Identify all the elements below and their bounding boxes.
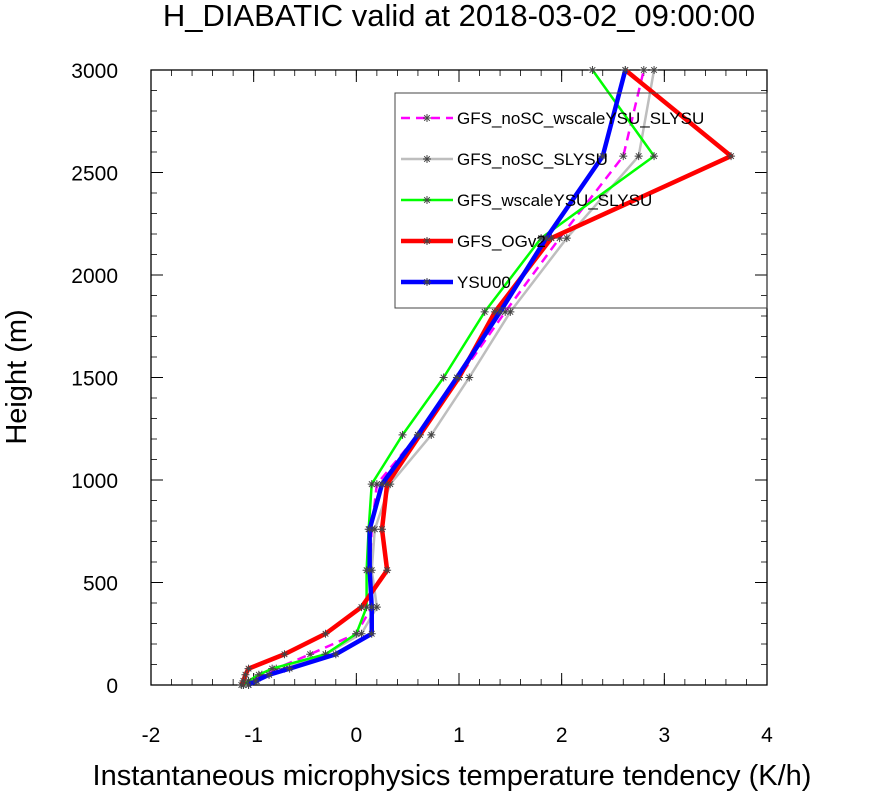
series-marker — [452, 373, 461, 382]
legend-label: GFS_noSC_wscaleYSU_SLYSU — [457, 109, 704, 128]
series-marker — [634, 152, 643, 161]
legend-box — [394, 92, 768, 309]
legend-label: GFS_wscaleYSU_SLYSU — [457, 191, 652, 210]
series-marker — [480, 307, 489, 316]
chart-title: H_DIABATIC valid at 2018-03-02_09:00:00 — [163, 0, 755, 33]
x-axis-label: Instantaneous microphysics temperature t… — [93, 760, 812, 792]
series-marker — [383, 480, 392, 489]
series-marker — [562, 234, 571, 243]
series-marker — [367, 480, 376, 489]
series-marker — [285, 664, 294, 673]
series-marker — [239, 676, 248, 685]
series-marker — [365, 566, 374, 575]
y-axis-label: Height (m) — [1, 309, 33, 444]
x-tick-label: 4 — [761, 724, 773, 747]
y-tick-label: 2000 — [71, 265, 118, 288]
x-tick-label: 0 — [350, 724, 362, 747]
legend-label: YSU00 — [457, 273, 511, 292]
series-marker — [365, 525, 374, 534]
series-marker — [427, 430, 436, 439]
series-marker — [331, 650, 340, 659]
series-marker — [650, 152, 659, 161]
x-tick-label: 2 — [556, 724, 568, 747]
series-marker — [555, 234, 564, 243]
series-marker — [537, 234, 546, 243]
series-marker — [352, 629, 361, 638]
y-tick-label: 2500 — [71, 163, 118, 186]
series-YSU00 — [244, 66, 630, 689]
legend-label: GFS_noSC_SLYSU — [457, 150, 608, 169]
series-marker — [383, 566, 392, 575]
y-tick-label: 3000 — [71, 60, 118, 83]
series-marker — [506, 307, 515, 316]
legend-marker — [423, 196, 431, 204]
series-lines — [237, 66, 736, 689]
series-marker — [370, 525, 379, 534]
series-marker — [254, 670, 263, 679]
legend: GFS_noSC_wscaleYSU_SLYSU GFS_noSC_SLYSU GF… — [394, 92, 768, 309]
series-marker — [237, 681, 246, 689]
series-line — [247, 69, 628, 687]
series-marker — [547, 234, 556, 243]
y-tick-label: 1500 — [71, 368, 118, 391]
series-marker — [251, 676, 260, 685]
series-marker — [378, 525, 386, 534]
series-marker — [367, 603, 376, 612]
axis-ticks: -2 -1 0 1 2 3 4 0 500 1000 1500 2000 2500 3000 — [71, 60, 773, 747]
legend-label: GFS_OGv2 — [457, 232, 546, 251]
series-marker — [372, 603, 381, 612]
series-marker — [542, 234, 551, 243]
series-marker — [619, 152, 628, 161]
y-tick-label: 1000 — [71, 470, 118, 493]
series-marker — [398, 430, 407, 439]
series-marker — [501, 307, 510, 316]
legend-marker — [423, 237, 431, 245]
series-marker — [244, 681, 253, 689]
series-marker — [465, 373, 474, 382]
series-marker — [378, 480, 386, 489]
series-marker — [413, 430, 422, 439]
legend-marker — [423, 278, 431, 286]
series-marker — [621, 66, 630, 74]
series-marker — [321, 629, 330, 638]
series-marker — [241, 670, 250, 679]
series-marker — [727, 152, 736, 161]
series-marker — [367, 629, 376, 638]
series-marker — [306, 650, 315, 659]
series-marker — [490, 307, 499, 316]
series-marker — [650, 66, 659, 74]
x-tick-label: 1 — [453, 724, 465, 747]
y-tick-label: 500 — [83, 573, 118, 596]
series-marker — [439, 373, 448, 382]
x-tick-label: -2 — [142, 724, 161, 747]
series-marker — [357, 629, 366, 638]
legend-marker — [423, 155, 431, 163]
series-marker — [244, 664, 253, 673]
series-marker — [268, 664, 277, 673]
series-marker — [598, 152, 607, 161]
legend-marker — [423, 114, 431, 122]
series-marker — [362, 603, 371, 612]
series-marker — [588, 66, 597, 74]
series-marker — [639, 66, 648, 74]
series-marker — [496, 307, 505, 316]
x-tick-label: 3 — [658, 724, 670, 747]
series-marker — [265, 670, 274, 679]
y-tick-label: 0 — [106, 675, 118, 698]
series-marker — [357, 603, 366, 612]
series-marker — [244, 676, 253, 685]
series-marker — [372, 480, 381, 489]
series-marker — [280, 650, 289, 659]
x-tick-label: -1 — [244, 724, 263, 747]
series-marker — [321, 650, 330, 659]
